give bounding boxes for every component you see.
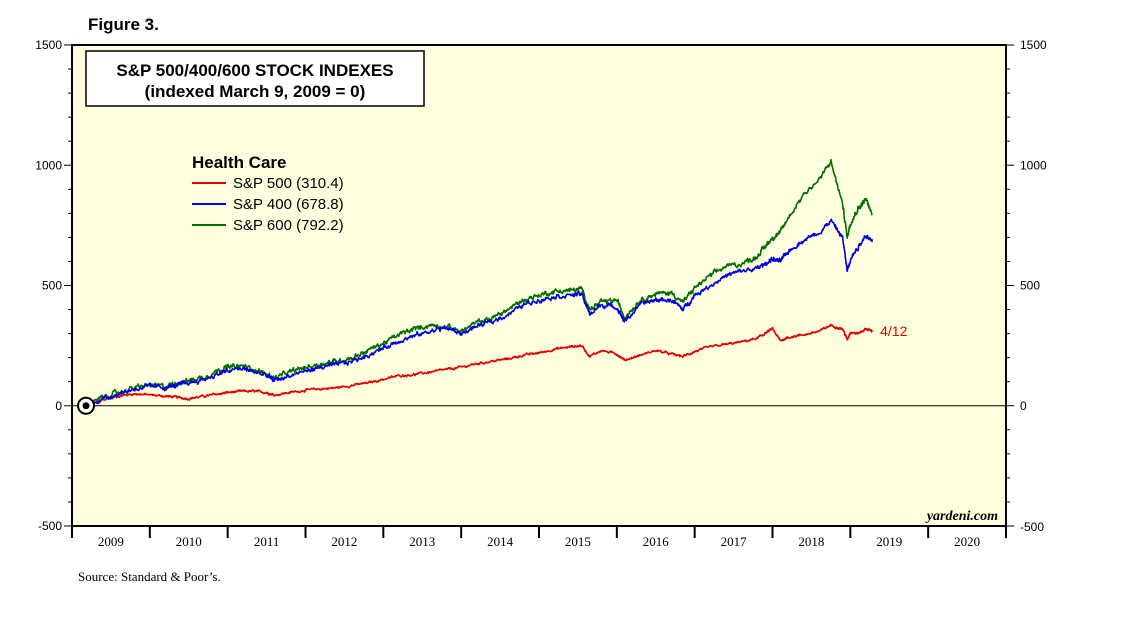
x-tick-label: 2020 [954, 534, 980, 549]
x-tick-label: 2014 [487, 534, 514, 549]
start-marker-dot [82, 402, 90, 410]
series-layer [85, 158, 873, 409]
series-line-s-p-400 [85, 218, 873, 408]
y-tick-label-right: 1500 [1020, 38, 1047, 52]
title-box: S&P 500/400/600 STOCK INDEXES (indexed M… [85, 50, 425, 107]
x-axis: 2009 2010 2011 2012 2013 2014 2015 2016 2017 2018… [71, 526, 1007, 549]
start-marker [77, 396, 96, 415]
x-tick-label: 2015 [565, 534, 591, 549]
legend-title: Health Care [192, 153, 286, 172]
x-tick-label: 2013 [409, 534, 435, 549]
y-tick-label-right: -500 [1020, 520, 1044, 534]
y-tick-label-right: 1000 [1020, 158, 1047, 172]
y-tick-label-right: 500 [1020, 279, 1040, 293]
figure-label: Figure 3. [88, 15, 159, 34]
source-note: Source: Standard & Poor’s. [78, 569, 221, 584]
y-tick-label-left: 1000 [35, 158, 62, 172]
x-tick-label: 2019 [876, 534, 902, 549]
y-axis-right: -500 0 500 1000 1500 [1006, 38, 1047, 534]
legend-entry: S&P 400 (678.8) [233, 196, 344, 213]
y-tick-label-left: 0 [55, 399, 62, 413]
series-line-s-p-600 [85, 158, 873, 409]
series-line-s-p-500 [85, 323, 873, 407]
x-tick-label: 2012 [331, 534, 357, 549]
x-tick-label: 2009 [98, 534, 124, 549]
y-tick-label-left: 500 [42, 279, 62, 293]
plot-area [71, 44, 1007, 527]
legend-entry: S&P 500 (310.4) [233, 175, 344, 192]
legend: Health Care S&P 500 (310.4) S&P 400 (678.… [192, 153, 344, 234]
y-tick-label-right: 0 [1020, 399, 1027, 413]
end-annotation: 4/12 [880, 323, 907, 339]
x-tick-label: 2010 [176, 534, 202, 549]
x-tick-label: 2016 [643, 534, 670, 549]
legend-entry: S&P 600 (792.2) [233, 217, 344, 234]
chart-title: S&P 500/400/600 STOCK INDEXES [116, 61, 393, 80]
x-tick-label: 2017 [721, 534, 748, 549]
y-tick-label-left: -500 [38, 519, 62, 533]
title-box-frame [85, 50, 425, 107]
y-axis-left: -500 0 500 1000 1500 [35, 38, 72, 533]
chart-subtitle: (indexed March 9, 2009 = 0) [145, 82, 366, 101]
x-tick-label: 2018 [798, 534, 824, 549]
x-tick-label: 2011 [254, 534, 280, 549]
credit-label: yardeni.com [925, 509, 998, 524]
y-tick-label-left: 1500 [35, 38, 62, 52]
